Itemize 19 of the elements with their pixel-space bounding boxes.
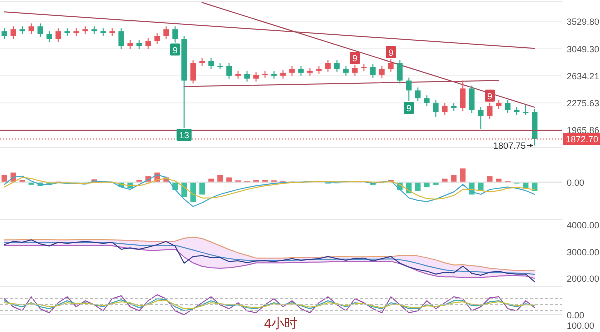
y-tick-label: 4000.00	[567, 220, 600, 231]
y-tick-label: 3529.80	[567, 17, 600, 28]
annotation: 1807.75	[493, 140, 526, 151]
text: 0.00	[567, 178, 585, 188]
annotation: 9	[352, 54, 358, 64]
text: 0.00	[567, 310, 585, 320]
y-tick-label: 3000.00	[567, 247, 600, 258]
annotation: 9	[488, 91, 493, 102]
y-tick-label: 2634.21	[567, 71, 600, 82]
y-tick-label: 2275.63	[567, 98, 600, 109]
ref-line-label: 1872.70	[566, 134, 599, 145]
annotation: 9	[388, 48, 394, 58]
annotation: 13	[179, 130, 190, 140]
text: 4小时	[264, 316, 298, 331]
annotation: 9	[172, 45, 178, 56]
annotation: 9	[406, 104, 412, 114]
y-tick-label: 3049.30	[567, 44, 600, 54]
text: 100.00	[567, 321, 595, 331]
y-tick-label: 2000.00	[567, 274, 600, 284]
